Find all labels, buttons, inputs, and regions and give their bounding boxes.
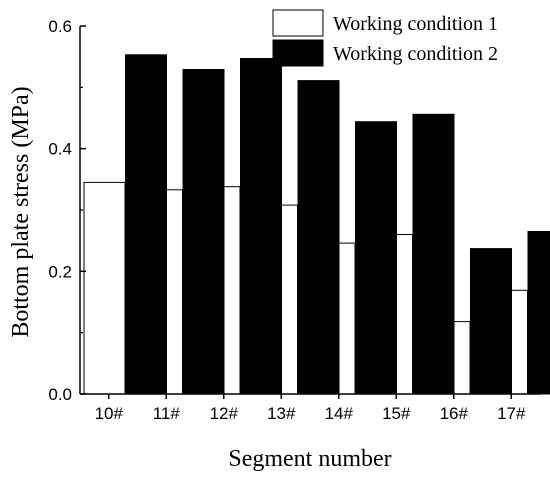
y-tick-label: 0.0 [48,385,72,404]
x-tick-label: 11# [153,404,181,423]
y-tick-label: 0.2 [48,262,72,281]
y-axis-title: Bottom plate stress (MPa) [8,86,34,337]
bar-series-2-14# [355,121,397,395]
legend-swatch-1 [272,9,324,37]
legend-label-1: Working condition 1 [333,13,498,35]
x-tick-label: 14# [325,404,354,423]
bar-series-2-10# [125,54,167,395]
x-axis-title: Segment number [228,446,391,472]
legend: Working condition 1 Working condition 2 [272,9,498,67]
x-tick-label: 12# [210,404,239,423]
x-tick-label: 15# [382,404,411,423]
y-tick-label: 0.6 [48,17,72,36]
y-tick-label: 0.4 [48,140,72,159]
bar-series-1-10# [83,181,126,395]
bar-series-2-11# [182,69,225,395]
x-tick-label: 13# [267,404,296,423]
x-tick-label: 16# [440,404,469,423]
legend-label-2: Working condition 2 [333,43,498,65]
x-tick-label: 17# [497,404,526,423]
bar-series-2-16# [470,248,512,395]
legend-swatch-2 [272,39,324,67]
bar-series-2-15# [412,113,455,395]
bar-series-2-13# [297,80,340,395]
bars-group [83,54,550,395]
axes-group: 0.0 0.2 0.4 0.6 10# 11# 12# 13# 14# 15# 16# 17# [48,17,540,423]
x-tick-label: 10# [95,404,124,423]
bar-series-2-12# [240,58,282,395]
bar-series-2-17# [527,231,550,395]
